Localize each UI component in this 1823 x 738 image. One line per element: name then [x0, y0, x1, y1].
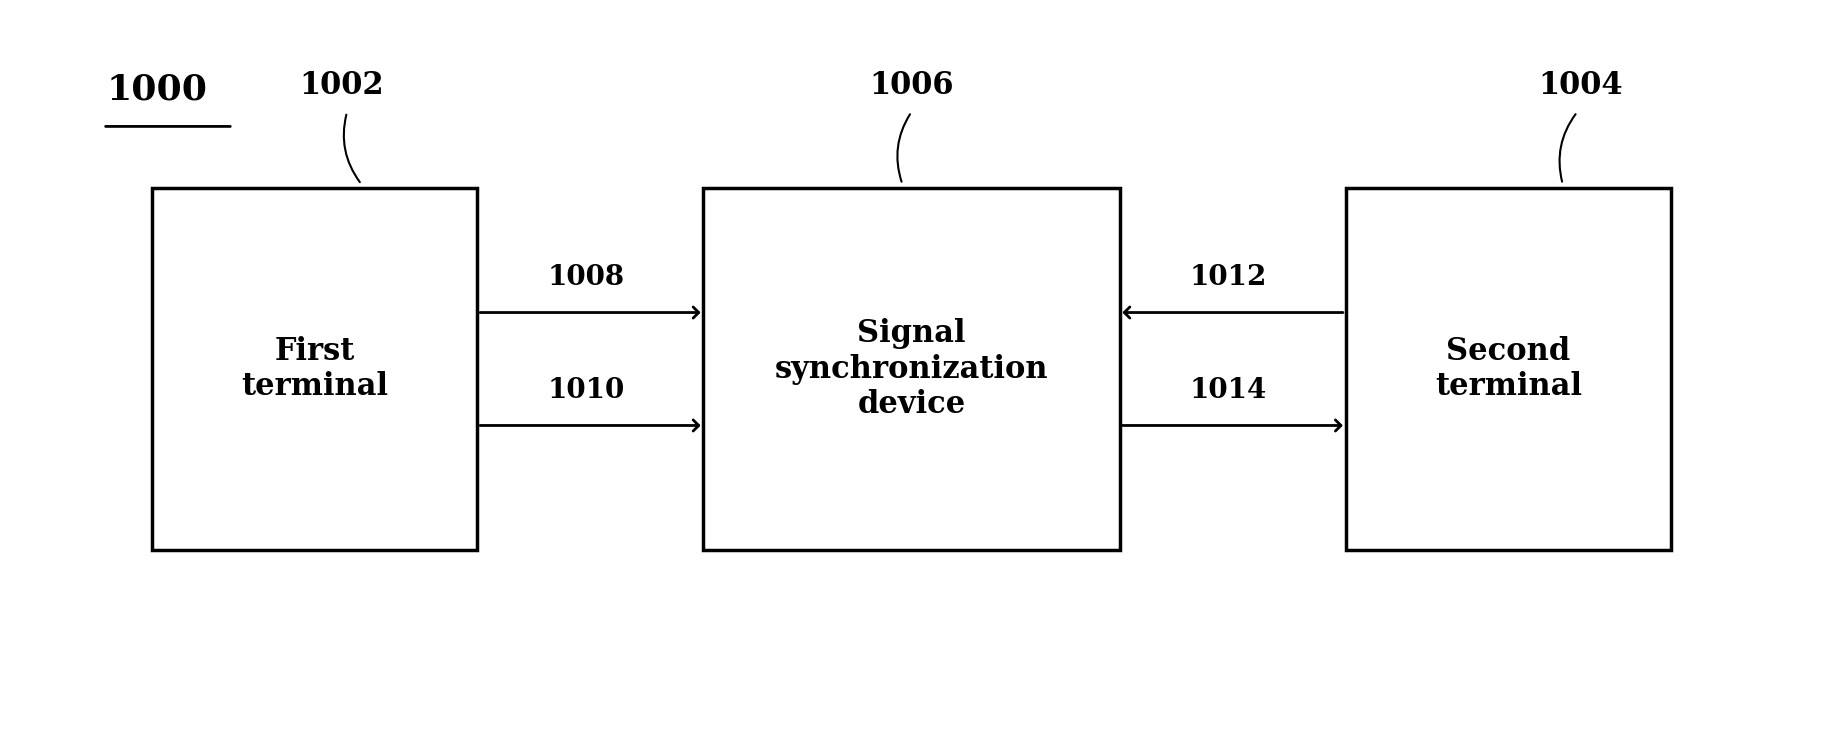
Text: First
terminal: First terminal	[241, 336, 388, 402]
Text: 1008: 1008	[547, 263, 625, 291]
Text: 1000: 1000	[106, 72, 208, 106]
Text: Second
terminal: Second terminal	[1435, 336, 1582, 402]
Text: 1010: 1010	[547, 377, 625, 404]
FancyBboxPatch shape	[1345, 188, 1672, 550]
Text: 1004: 1004	[1539, 70, 1622, 101]
Text: 1014: 1014	[1189, 377, 1267, 404]
Text: 1006: 1006	[870, 70, 953, 101]
FancyBboxPatch shape	[151, 188, 478, 550]
Text: 1002: 1002	[299, 70, 385, 101]
Text: Signal
synchronization
device: Signal synchronization device	[775, 317, 1048, 421]
Text: 1012: 1012	[1189, 263, 1267, 291]
FancyBboxPatch shape	[704, 188, 1119, 550]
